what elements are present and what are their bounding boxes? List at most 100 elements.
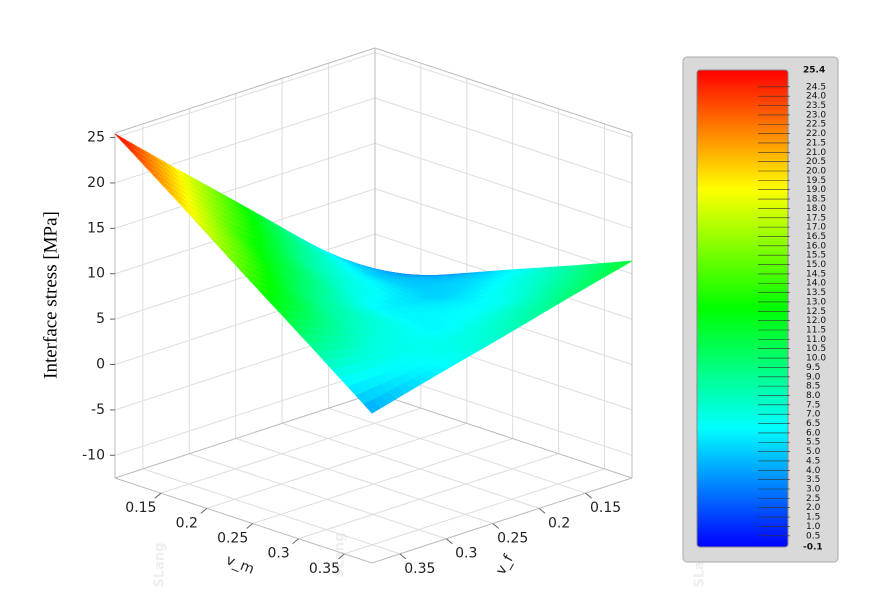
x-tick [201,508,207,513]
y-tick-label: 0.15 [590,500,621,516]
colorbar-tick-label: 12.0 [806,316,826,326]
colorbar-tick-label: 21.5 [806,138,826,148]
colorbar-tick-label: 16.5 [806,232,826,242]
colorbar-tick-label: 24.0 [806,92,826,102]
colorbar-tick-label: 23.5 [806,101,826,111]
box-edge [375,48,632,133]
y-tick-label: 0.3 [455,546,477,562]
colorbar-tick-label: 15.5 [806,251,826,261]
y-tick-label: 0.2 [548,515,570,531]
colorbar-tick-label: 10.0 [806,354,826,364]
colorbar-tick-label: 2.0 [806,503,821,513]
colorbar-tick-label: 15.0 [806,260,826,270]
grid-line [375,53,632,138]
colorbar-tick-label: 23.0 [806,110,826,120]
colorbar-tick-label: 9.0 [806,372,821,382]
x-tick [155,493,161,498]
colorbar-tick-label: 2.5 [806,494,820,504]
y-tick [493,524,499,529]
colorbar-tick-label: 18.0 [806,204,826,214]
y-tick-label: 0.25 [497,531,528,547]
grid-line [115,370,375,455]
colorbar-tick-label: 8.5 [806,382,820,392]
colorbar-tick-label: 6.0 [806,428,821,438]
z-tick-label: 20 [87,175,105,191]
colorbar-tick-label: 22.5 [806,120,826,130]
colorbar-tick-label: 18.5 [806,195,826,205]
x-axis-label: v_m [224,552,257,578]
z-tick-label: 0 [96,357,105,373]
colorbar-tick-label: 5.0 [806,447,821,457]
colorbar-tick-label: 17.5 [806,213,826,223]
grid-line [115,53,375,138]
y-tick [400,554,406,559]
grid-line [375,143,632,228]
colorbar-tick-label: 5.5 [806,438,820,448]
colorbar-tick-label: 19.0 [806,185,826,195]
grid-line [375,189,632,274]
colorbar-tick-label: 14.0 [806,279,826,289]
watermark: SLang [153,543,168,588]
y-axis-label: v_f [493,551,517,577]
z-tick-label: 25 [87,130,105,146]
x-tick-label: 0.2 [176,515,198,531]
z-tick-label: 15 [87,220,105,236]
z-axis-label: Interface stress [MPa] [40,211,61,379]
colorbar-tick-label: 21.0 [806,148,826,158]
colorbar [697,70,788,547]
colorbar-tick-label: 11.0 [806,335,826,345]
colorbar-tick-label: 4.0 [806,466,821,476]
colorbar-tick-label: 20.0 [806,167,826,177]
y-tick [446,539,452,544]
y-tick-label: 0.35 [404,561,435,577]
colorbar-tick-label: 6.5 [806,419,820,429]
x-tick-label: 0.15 [125,500,156,516]
colorbar-tick-label: 3.0 [806,485,821,495]
colorbar-tick-label: 9.5 [806,363,820,373]
colorbar-tick-label: 1.5 [806,513,820,523]
grid-line [189,454,446,539]
colorbar-tick-label: 1.0 [806,522,821,532]
colorbar-tick-label: 4.5 [806,456,820,466]
grid-line [375,98,632,183]
colorbar-tick-label: 24.5 [806,82,826,92]
colorbar-tick-label: 7.5 [806,400,820,410]
colorbar-tick-label: 13.0 [806,297,826,307]
colorbar-tick-label: 8.0 [806,391,821,401]
grid-line [282,423,539,508]
x-tick-label: 0.35 [309,561,340,577]
colorbar-tick-label: 13.5 [806,288,826,298]
y-tick [586,493,592,498]
colorbar-tick-label: 14.5 [806,269,826,279]
colorbar-tick-label: 19.5 [806,176,826,186]
z-tick-label: -10 [82,447,105,463]
box-edge [375,393,632,478]
grid-line [236,439,493,524]
colorbar-tick-label: 7.0 [806,410,821,420]
colorbar-tick-label: 16.0 [806,241,826,251]
colorbar-tick-label: 0.5 [806,531,820,541]
x-tick-label: 0.3 [267,546,289,562]
colorbar-max-label: 25.4 [803,66,825,76]
x-tick [247,524,253,529]
colorbar-tick-label: 12.5 [806,307,826,317]
z-tick-label: 5 [96,311,105,327]
colorbar-tick-label: 10.5 [806,344,826,354]
x-tick-label: 0.25 [217,531,248,547]
grid-line [329,408,586,493]
surface-facet [115,134,131,147]
colorbar-min-label: -0.1 [803,543,823,553]
box-edge [372,478,632,563]
z-tick-label: 10 [87,266,105,282]
x-tick [293,539,299,544]
surface-patch [115,134,244,240]
colorbar-tick-label: 22.0 [806,129,826,139]
colorbar-tick-label: 20.5 [806,157,826,167]
colorbar-tick-label: 3.5 [806,475,820,485]
grid-line [143,469,400,554]
colorbar-tick-label: 17.0 [806,223,826,233]
z-tick-label: -5 [91,402,105,418]
box-edge [115,48,375,133]
colorbar-tick-label: 11.5 [806,326,826,336]
